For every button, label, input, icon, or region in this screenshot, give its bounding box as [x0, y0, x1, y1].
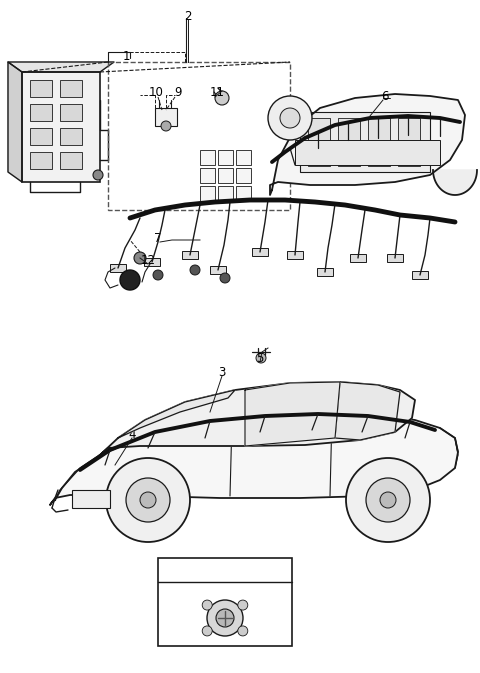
Polygon shape [433, 170, 477, 195]
Circle shape [366, 478, 410, 522]
Circle shape [346, 458, 430, 542]
Circle shape [153, 270, 163, 280]
Bar [412, 271, 428, 279]
Circle shape [220, 273, 230, 283]
Bar [387, 254, 403, 262]
Circle shape [120, 270, 140, 290]
Bar [155, 108, 177, 126]
Bar [308, 118, 330, 166]
Bar [218, 186, 233, 201]
Text: 12: 12 [141, 254, 156, 267]
Text: 9: 9 [174, 87, 182, 100]
Polygon shape [245, 382, 340, 446]
Bar [210, 266, 226, 274]
Bar [252, 248, 268, 256]
Circle shape [134, 252, 146, 264]
Bar [236, 168, 251, 183]
Text: 10: 10 [149, 87, 163, 100]
Text: 5: 5 [256, 351, 264, 365]
Bar [30, 104, 52, 121]
Bar [200, 168, 215, 183]
Polygon shape [8, 62, 22, 182]
Circle shape [161, 121, 171, 131]
Bar [287, 251, 303, 259]
Bar [60, 104, 82, 121]
Bar [218, 150, 233, 165]
Bar [110, 264, 126, 272]
Circle shape [280, 108, 300, 128]
Bar [30, 152, 52, 169]
Bar [144, 258, 160, 266]
Bar [236, 150, 251, 165]
Polygon shape [118, 390, 235, 438]
Circle shape [140, 492, 156, 508]
Bar [200, 150, 215, 165]
Circle shape [106, 458, 190, 542]
Text: 6: 6 [381, 90, 389, 102]
Circle shape [207, 600, 243, 636]
Polygon shape [50, 412, 458, 505]
Bar [350, 254, 366, 262]
Text: 11: 11 [209, 87, 225, 100]
Bar [218, 168, 233, 183]
Polygon shape [270, 94, 465, 195]
Bar [182, 251, 198, 259]
Bar [60, 80, 82, 97]
Bar [300, 112, 430, 172]
Text: 3: 3 [218, 365, 226, 378]
Bar [60, 128, 82, 145]
Bar [236, 186, 251, 201]
Bar [338, 118, 360, 166]
Bar [60, 152, 82, 169]
Bar [72, 490, 110, 508]
Polygon shape [100, 382, 415, 455]
Bar [158, 558, 292, 646]
Circle shape [256, 353, 266, 363]
Text: 1: 1 [122, 50, 130, 63]
Bar [398, 118, 420, 166]
Bar [295, 140, 440, 165]
Circle shape [268, 96, 312, 140]
Bar [30, 128, 52, 145]
Bar [317, 268, 333, 276]
Bar [22, 72, 100, 182]
Bar [368, 118, 390, 166]
Circle shape [216, 609, 234, 627]
Polygon shape [335, 382, 400, 440]
Text: 4: 4 [128, 429, 136, 441]
Bar [108, 62, 290, 210]
Circle shape [93, 170, 103, 180]
Text: 7: 7 [154, 232, 162, 244]
Circle shape [202, 600, 212, 610]
Text: 8: 8 [221, 563, 229, 577]
Circle shape [126, 478, 170, 522]
Bar [200, 186, 215, 201]
Circle shape [238, 626, 248, 636]
Text: 2: 2 [184, 9, 192, 22]
Circle shape [238, 600, 248, 610]
Circle shape [202, 626, 212, 636]
Circle shape [215, 91, 229, 105]
Circle shape [380, 492, 396, 508]
Bar [30, 80, 52, 97]
Polygon shape [8, 62, 114, 72]
Circle shape [190, 265, 200, 275]
